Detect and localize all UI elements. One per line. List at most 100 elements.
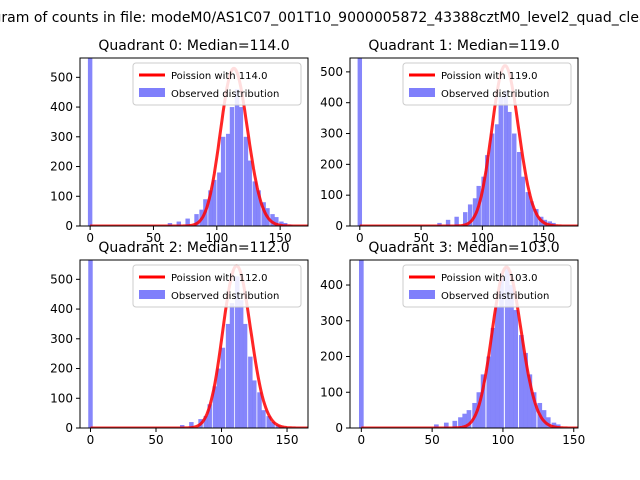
- histogram-bar: [445, 219, 451, 226]
- subplot-title: Quadrant 0: Median=114.0: [98, 38, 289, 54]
- legend: Poission with 114.0 Observed distribution: [132, 62, 302, 106]
- y-tick-label: 100: [50, 391, 73, 405]
- histogram-bar: [234, 89, 240, 226]
- histogram-bar: [358, 260, 364, 428]
- histogram-bar: [490, 327, 496, 428]
- histogram-bar: [499, 277, 504, 428]
- histogram-bar: [454, 216, 459, 226]
- histogram-bar: [266, 416, 271, 428]
- histogram-bar: [238, 300, 244, 428]
- histogram-bar: [270, 422, 275, 428]
- histogram-bar: [257, 392, 262, 428]
- axes-frame: [349, 57, 579, 227]
- histogram-bar: [516, 152, 522, 226]
- poisson-fit-line: [90, 264, 308, 428]
- histogram-bar: [462, 413, 468, 428]
- y-tick-label: 400: [50, 302, 73, 316]
- histogram-bar: [357, 58, 363, 226]
- legend-observed-label: Observed distribution: [441, 89, 549, 100]
- y-tick-label: 300: [320, 314, 343, 328]
- legend-observed-swatch: [139, 290, 165, 299]
- histogram-bar: [503, 90, 508, 226]
- subplot-title: Quadrant 1: Median=119.0: [368, 38, 559, 54]
- y-tick-label: 500: [50, 272, 73, 286]
- y-tick-label: 0: [335, 421, 343, 435]
- histogram-bar: [176, 221, 182, 226]
- y-tick-label: 300: [50, 130, 73, 144]
- histogram-bar: [256, 190, 261, 226]
- x-tick-label: 0: [358, 433, 366, 447]
- legend-fit-label: Poission with 103.0: [441, 273, 537, 284]
- histogram-bar: [509, 285, 514, 428]
- legend-fit-label: Poission with 114.0: [171, 71, 267, 82]
- histogram-bar: [458, 417, 463, 428]
- histogram-bar: [279, 221, 284, 226]
- figure-title: Histogram of counts in file: modeM0/AS1C…: [0, 10, 640, 26]
- histogram-bar: [225, 323, 231, 428]
- histogram-bar: [243, 136, 249, 226]
- histogram-bar: [194, 214, 199, 226]
- plot-area: [358, 260, 578, 428]
- histogram-bar: [523, 352, 528, 428]
- histogram-bar: [525, 192, 530, 226]
- histogram-bar: [452, 420, 458, 428]
- histogram-bar: [225, 133, 231, 226]
- histogram-bar: [220, 347, 226, 428]
- legend-observed-swatch: [409, 88, 435, 97]
- histogram-bar: [494, 124, 500, 226]
- poisson-fit-line: [361, 265, 578, 428]
- histogram-bar: [531, 392, 537, 428]
- x-tick-label: 0: [356, 231, 364, 245]
- y-tick-label: 500: [50, 70, 73, 84]
- histogram-bar: [486, 356, 492, 428]
- x-tick-label: 100: [205, 231, 228, 245]
- x-tick-label: 50: [148, 433, 163, 447]
- axes-frame: [79, 57, 309, 227]
- y-tick-label: 400: [320, 278, 343, 292]
- histogram-bar: [467, 204, 473, 226]
- legend-box: [132, 62, 302, 106]
- histogram-bar: [545, 417, 551, 428]
- y-tick-label: 300: [320, 127, 343, 141]
- histogram-bar: [212, 386, 218, 428]
- legend-observed-label: Observed distribution: [171, 89, 279, 100]
- histogram-bar: [216, 368, 222, 428]
- y-tick-label: 400: [50, 100, 73, 114]
- histogram-bar: [238, 107, 244, 226]
- histogram-bar: [207, 404, 212, 428]
- x-tick-label: 0: [86, 231, 94, 245]
- x-tick-label: 150: [562, 433, 585, 447]
- y-tick-label: 200: [320, 157, 343, 171]
- plot-area: [87, 58, 308, 226]
- histogram-bar: [443, 422, 449, 428]
- histogram-bar: [88, 260, 93, 428]
- x-tick-label: 50: [146, 231, 161, 245]
- legend: Poission with 112.0 Observed distribution: [132, 264, 302, 308]
- x-tick-label: 100: [491, 433, 514, 447]
- legend-observed-swatch: [409, 290, 435, 299]
- y-tick-label: 300: [50, 332, 73, 346]
- y-tick-label: 400: [320, 96, 343, 110]
- histogram-bar: [261, 410, 266, 428]
- legend: Poission with 103.0 Observed distribution: [402, 264, 572, 308]
- histogram-bar: [270, 214, 275, 226]
- x-tick-label: 50: [424, 433, 439, 447]
- histogram-bar: [242, 323, 248, 428]
- poisson-fit-line: [89, 66, 308, 226]
- y-tick-label: 500: [320, 65, 343, 79]
- legend-fit-label: Poission with 112.0: [171, 273, 267, 284]
- x-tick-label: 100: [471, 231, 494, 245]
- histogram-bar: [434, 424, 439, 428]
- histogram-bar: [252, 181, 258, 226]
- y-tick-label: 0: [335, 219, 343, 233]
- legend-observed-label: Observed distribution: [171, 291, 279, 302]
- y-tick-label: 0: [65, 219, 73, 233]
- legend-box: [402, 264, 572, 308]
- x-tick-label: 0: [87, 433, 95, 447]
- histogram-bar: [252, 380, 257, 428]
- axes-frame: [349, 259, 579, 429]
- histogram-bar: [220, 136, 226, 226]
- y-tick-label: 200: [320, 350, 343, 364]
- chart-panel-0: 0 50 100 150 0 100 200 300 400 500 Quadrant 0: Med…: [50, 38, 309, 245]
- chart-panel-2: 0 50 100 150 0 100 200 300 400 500 Quadrant 2: Med…: [50, 240, 309, 447]
